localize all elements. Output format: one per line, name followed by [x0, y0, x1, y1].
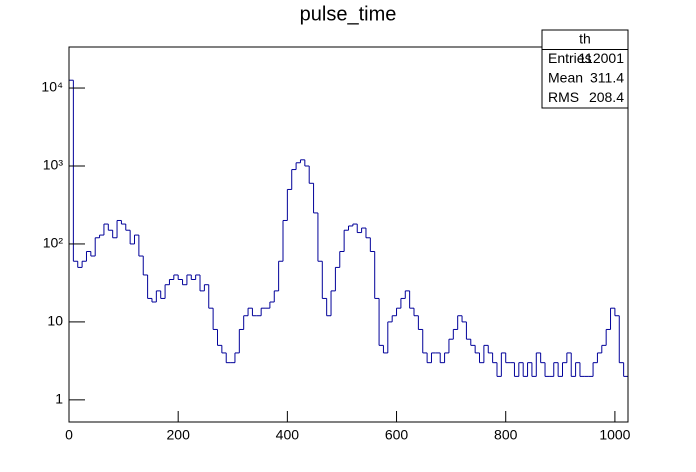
stats-label: Mean: [548, 69, 583, 85]
stats-label: RMS: [548, 89, 579, 105]
y-tick-label: 10³: [43, 157, 64, 173]
y-tick-label: 1: [55, 391, 63, 407]
y-tick-label: 10⁴: [41, 79, 63, 95]
stats-value: 208.4: [589, 89, 624, 105]
stats-box: [541, 29, 629, 109]
x-tick-label: 400: [276, 427, 300, 443]
chart-title: pulse_time: [300, 3, 397, 25]
stats-value: 112001: [578, 50, 624, 66]
stats-value: 311.4: [590, 69, 624, 85]
x-tick-label: 1000: [599, 427, 630, 443]
x-tick-label: 200: [167, 427, 191, 443]
stats-title: th: [579, 30, 591, 46]
stats-label: Entries: [548, 50, 592, 66]
x-tick-label: 800: [494, 427, 518, 443]
plot-frame: [68, 46, 629, 423]
y-tick-label: 10²: [43, 235, 64, 251]
x-tick-label: 0: [65, 427, 73, 443]
x-tick-label: 600: [385, 427, 409, 443]
y-tick-label: 10: [47, 313, 63, 329]
